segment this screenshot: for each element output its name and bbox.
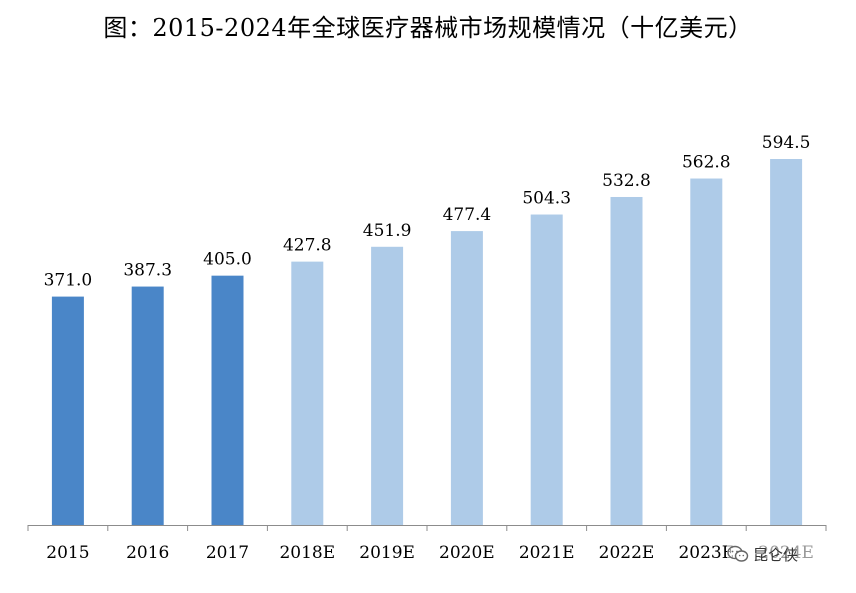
bar-2015 <box>51 296 84 525</box>
watermark-text: 昆仑侠 <box>753 545 799 564</box>
bar-2017 <box>211 275 244 525</box>
bar-2018E <box>291 261 324 525</box>
bar-2021E <box>530 214 563 525</box>
x-tick-label-2018E: 2018E <box>279 543 335 563</box>
data-label-2024E: 594.5 <box>762 133 811 153</box>
data-label-2023E: 562.8 <box>682 153 731 173</box>
data-label-2019E: 451.9 <box>363 221 412 241</box>
data-label-2021E: 504.3 <box>522 189 571 209</box>
data-label-2015: 371.0 <box>44 271 93 291</box>
x-tick-label-2019E: 2019E <box>359 543 415 563</box>
x-tick-label-2017: 2017 <box>206 543 249 563</box>
data-label-2022E: 532.8 <box>602 171 651 191</box>
bar-2020E <box>450 231 483 525</box>
x-tick-label-2023E: 2023E <box>678 543 734 563</box>
data-label-2017: 405.0 <box>203 250 252 270</box>
chart-title: 图：2015-2024年全球医疗器械市场规模情况（十亿美元） <box>103 14 753 42</box>
x-tick-label-2022E: 2022E <box>599 543 655 563</box>
bar-2024E <box>770 159 803 525</box>
data-label-2016: 387.3 <box>123 261 172 281</box>
bar-2016 <box>131 286 164 525</box>
data-labels-layer: 371.0 387.3 405.0 427.8 451.9 477.4 504.3 532.8… <box>44 133 811 291</box>
bar-2022E <box>610 196 643 525</box>
bar-2019E <box>371 246 404 525</box>
x-tick-label-2016: 2016 <box>126 543 169 563</box>
bar-2023E <box>690 178 723 525</box>
x-tick-label-2021E: 2021E <box>519 543 575 563</box>
watermark: 昆仑侠 <box>727 540 853 568</box>
x-tick-label-2020E: 2020E <box>439 543 495 563</box>
x-axis: 2015 2016 2017 2018E 2019E 2020E 2021E 2022E 202… <box>27 525 827 563</box>
wechat-icon <box>727 545 749 562</box>
x-tick-label-2015: 2015 <box>46 543 89 563</box>
data-label-2020E: 477.4 <box>443 205 492 225</box>
data-label-2018E: 427.8 <box>283 236 332 256</box>
bars-layer <box>51 159 803 525</box>
